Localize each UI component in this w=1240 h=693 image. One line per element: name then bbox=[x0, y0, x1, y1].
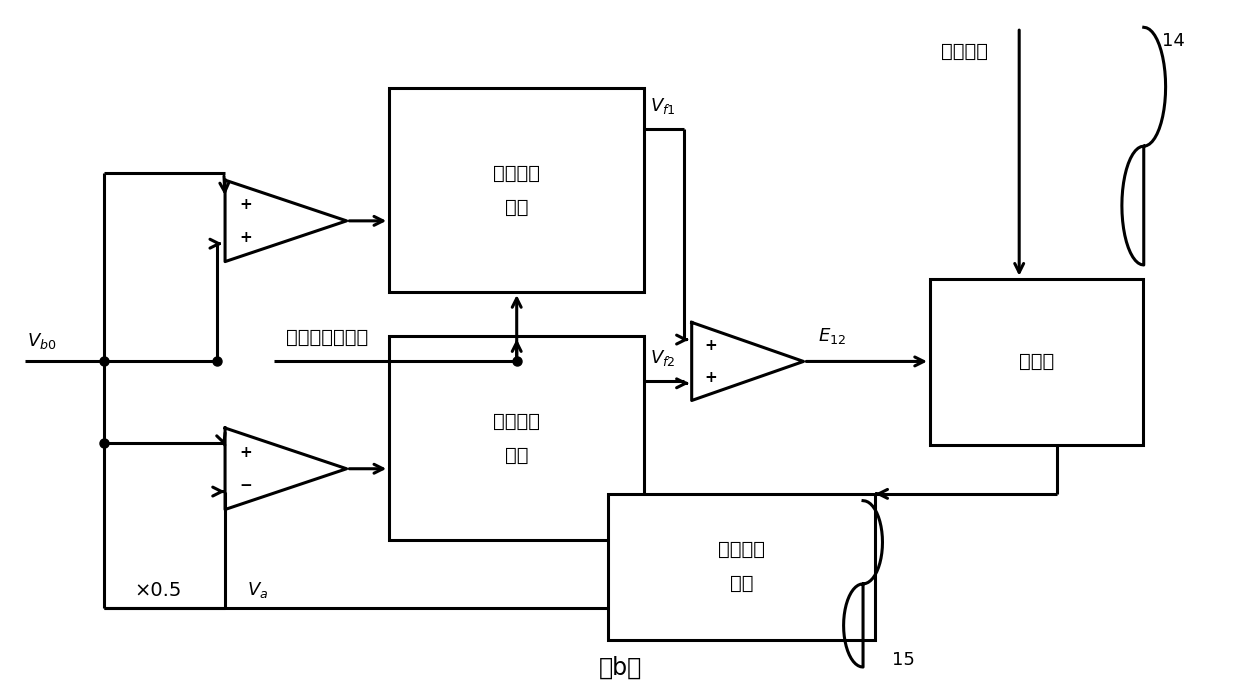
Text: $V_{f2}$: $V_{f2}$ bbox=[650, 348, 676, 367]
Text: 第二加速
度计: 第二加速 度计 bbox=[494, 412, 541, 465]
Bar bbox=[930, 279, 1142, 445]
Text: （b）: （b） bbox=[599, 656, 641, 679]
Text: 解调器: 解调器 bbox=[1018, 352, 1054, 371]
Text: +: + bbox=[239, 229, 252, 245]
Text: +: + bbox=[239, 445, 252, 460]
Text: +: + bbox=[704, 338, 717, 353]
Text: +: + bbox=[239, 197, 252, 212]
Text: $V_{b0}$: $V_{b0}$ bbox=[27, 331, 57, 351]
Bar bbox=[389, 336, 645, 540]
Text: ×0.5: ×0.5 bbox=[134, 581, 181, 600]
Text: 14: 14 bbox=[1162, 32, 1185, 50]
Text: $V_{f1}$: $V_{f1}$ bbox=[650, 96, 676, 116]
Text: +: + bbox=[704, 369, 717, 385]
Text: 计算控制
模块: 计算控制 模块 bbox=[718, 541, 765, 593]
Bar bbox=[389, 89, 645, 292]
Text: 参考信号: 参考信号 bbox=[941, 42, 988, 61]
Text: −: − bbox=[239, 477, 252, 493]
Bar bbox=[608, 494, 875, 640]
Text: 第一加速
度计: 第一加速 度计 bbox=[494, 164, 541, 217]
Text: 外界加速度输入: 外界加速度输入 bbox=[285, 328, 368, 347]
Text: $V_a$: $V_a$ bbox=[247, 580, 268, 600]
Text: 15: 15 bbox=[893, 651, 915, 669]
Text: $E_{12}$: $E_{12}$ bbox=[818, 326, 846, 346]
